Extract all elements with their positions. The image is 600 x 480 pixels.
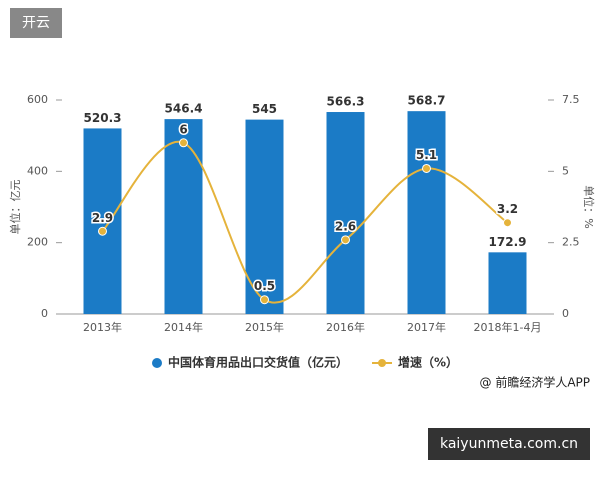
bar xyxy=(488,252,527,314)
line-value-label: 5.1 xyxy=(416,148,437,162)
line-value-label: 6 xyxy=(179,122,187,136)
line-point xyxy=(98,226,107,236)
watermark-box xyxy=(428,428,590,460)
bar-value-label: 566.3 xyxy=(327,95,365,109)
line-value-label: 2.6 xyxy=(335,219,356,233)
legend-label: 中国体育用品出口交货值（亿元） xyxy=(168,355,348,370)
y2-axis-label: 单位：% xyxy=(582,185,596,228)
line-value-label: 3.2 xyxy=(497,202,518,216)
bar-value-label: 172.9 xyxy=(489,235,527,249)
bar xyxy=(164,119,203,314)
line-point xyxy=(422,163,431,173)
x-tick-label: 2014年 xyxy=(164,320,203,334)
y2-tick-label: 5 xyxy=(562,164,569,177)
line-value-label: 2.9 xyxy=(92,211,113,225)
x-tick-label: 2017年 xyxy=(407,320,446,334)
y-axis-label: 单位：亿元 xyxy=(8,180,22,235)
bar-value-label: 568.7 xyxy=(408,94,446,108)
bar xyxy=(326,112,365,314)
bar xyxy=(407,111,446,314)
badge-box xyxy=(10,8,62,38)
legend-marker xyxy=(378,359,387,367)
source: @ 前瞻经济学人APP xyxy=(480,375,591,390)
y-tick-label: 600 xyxy=(27,93,48,106)
x-tick-label: 2013年 xyxy=(83,320,122,334)
legend-label: 增速（%） xyxy=(398,355,458,370)
y2-tick-label: 2.5 xyxy=(562,236,580,249)
bar-value-label: 546.4 xyxy=(165,102,203,116)
bar xyxy=(245,119,284,314)
line-point xyxy=(503,218,512,228)
y-tick-label: 0 xyxy=(41,307,48,320)
y-tick-label: 200 xyxy=(27,236,48,249)
line-point xyxy=(179,138,188,148)
legend-marker xyxy=(152,358,162,368)
y-tick-label: 400 xyxy=(27,164,48,177)
x-tick-label: 2015年 xyxy=(245,320,284,334)
x-tick-label: 2016年 xyxy=(326,320,365,334)
y2-tick-label: 7.5 xyxy=(562,93,580,106)
x-tick-label: 2018年1-4月 xyxy=(474,320,542,334)
badge: 开云 xyxy=(22,15,50,31)
bar xyxy=(83,128,122,314)
bar-value-label: 520.3 xyxy=(84,111,122,125)
line-value-label: 0.5 xyxy=(254,279,275,293)
bar-value-label: 545 xyxy=(252,102,277,116)
line-point xyxy=(260,295,269,305)
watermark: kaiyunmeta.com.cn xyxy=(440,436,578,452)
y2-tick-label: 0 xyxy=(562,307,569,320)
line-point xyxy=(341,235,350,245)
